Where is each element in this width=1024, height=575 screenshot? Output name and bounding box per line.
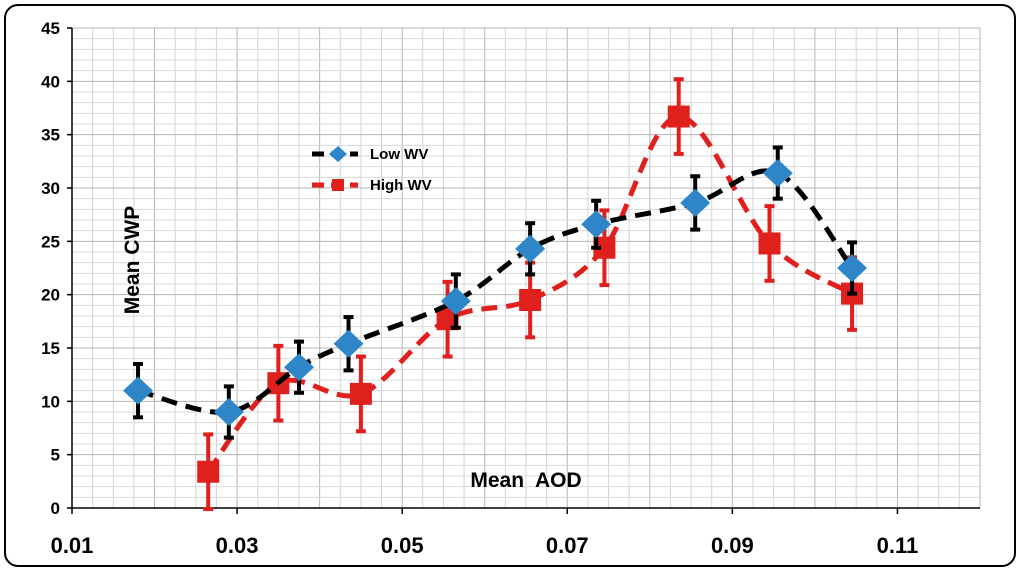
legend-item-low-wv: Low WV <box>312 146 428 163</box>
data-point <box>284 353 314 382</box>
y-axis-title: Mean CWP <box>121 206 144 315</box>
data-point <box>519 289 542 311</box>
legend: Low WV High WV <box>312 146 432 194</box>
y-tick-label: 25 <box>41 232 60 251</box>
y-tick-label: 5 <box>51 446 60 465</box>
grid <box>71 27 981 509</box>
data-point <box>758 232 781 255</box>
legend-label-high-wv: High WV <box>370 177 432 194</box>
data-point <box>213 398 244 426</box>
y-tick-label: 35 <box>41 126 60 145</box>
y-tick-label: 30 <box>41 179 60 198</box>
x-tick-labels: 0.01 0.03 0.05 0.07 0.09 0.11 <box>51 533 919 558</box>
legend-label-low-wv: Low WV <box>370 146 428 163</box>
x-tick-label: 0.11 <box>877 533 919 558</box>
legend-item-high-wv: High WV <box>312 177 432 194</box>
data-point <box>515 234 546 263</box>
data-point <box>667 105 690 128</box>
y-tick-label: 40 <box>41 72 60 91</box>
data-point <box>680 188 711 217</box>
y-tick-label: 10 <box>41 392 60 411</box>
data-point <box>593 236 616 259</box>
series-low-wv <box>123 145 868 440</box>
data-point <box>581 210 612 239</box>
data-point <box>440 287 471 316</box>
x-tick-label: 0.05 <box>381 533 424 558</box>
x-tick-label: 0.07 <box>546 533 589 558</box>
y-tick-labels: 0 5 10 15 20 25 30 35 40 45 <box>41 19 60 518</box>
x-tick-label: 0.09 <box>711 533 754 558</box>
series-line <box>206 114 854 474</box>
data-point <box>197 460 220 483</box>
data-point <box>837 254 868 282</box>
series <box>123 77 868 512</box>
x-tick-label: 0.03 <box>216 533 259 558</box>
data-point <box>762 159 793 188</box>
data-point <box>349 382 372 405</box>
axes <box>67 27 980 514</box>
data-point <box>333 329 364 358</box>
legend-marker-low-wv <box>329 146 347 162</box>
legend-marker-high-wv <box>332 179 344 191</box>
y-tick-label: 20 <box>41 286 60 305</box>
x-tick-label: 0.01 <box>51 533 94 558</box>
data-point <box>123 376 154 405</box>
series-line <box>137 168 855 415</box>
series-high-wv <box>197 77 864 512</box>
y-tick-label: 0 <box>51 499 60 518</box>
data-point <box>436 308 459 331</box>
x-axis-title: Mean AOD <box>470 469 581 492</box>
y-tick-label: 45 <box>41 19 60 38</box>
y-tick-label: 15 <box>41 339 60 358</box>
